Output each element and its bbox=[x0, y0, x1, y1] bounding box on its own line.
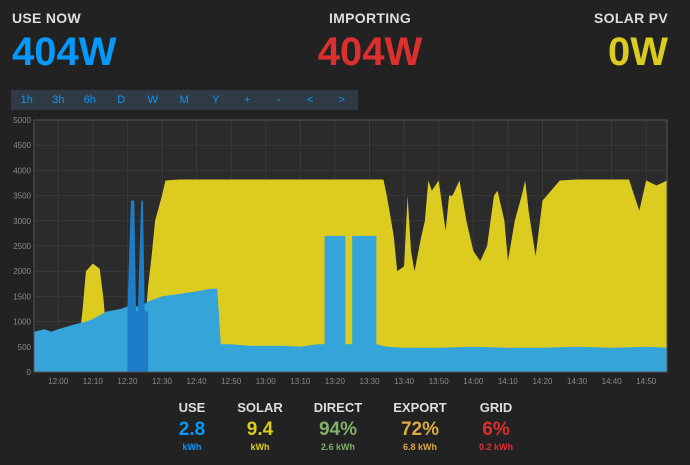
time-range-toolbar: 1h 3h 6h D W M Y + - < > bbox=[11, 90, 358, 110]
x-tick-label: 14:00 bbox=[463, 377, 484, 386]
x-tick-label: 12:20 bbox=[117, 377, 138, 386]
summary-direct-value: 94% bbox=[318, 419, 358, 440]
range-6h-button[interactable]: 6h bbox=[83, 94, 96, 106]
x-tick-label: 14:50 bbox=[636, 377, 657, 386]
summary-use-title: USE bbox=[178, 400, 206, 415]
summary-export-unit: 6.8 kWh bbox=[402, 442, 437, 452]
y-tick-label: 500 bbox=[18, 343, 32, 352]
summary-use-value: 2.8 bbox=[178, 419, 206, 440]
use-now-value: 404W bbox=[12, 30, 117, 74]
y-tick-label: 5000 bbox=[13, 116, 31, 125]
range-3h-button[interactable]: 3h bbox=[52, 94, 65, 106]
summary-solar-title: SOLAR bbox=[237, 400, 283, 415]
series-area-use_dark bbox=[127, 200, 149, 372]
y-tick-label: 2000 bbox=[13, 267, 31, 276]
y-tick-label: 1000 bbox=[13, 318, 31, 327]
x-tick-label: 12:10 bbox=[83, 377, 104, 386]
range-week-button[interactable]: W bbox=[147, 94, 158, 106]
importing-stat: IMPORTING 404W bbox=[0, 10, 690, 74]
x-tick-label: 13:10 bbox=[290, 377, 311, 386]
x-tick-label: 12:50 bbox=[221, 377, 242, 386]
summary-solar-value: 9.4 bbox=[246, 419, 274, 440]
summary-use-unit: kWh bbox=[182, 442, 202, 452]
y-tick-label: 3500 bbox=[13, 192, 31, 201]
summary-export: EXPORT 72% 6.8 kWh bbox=[387, 400, 453, 452]
pan-left-button[interactable]: < bbox=[307, 94, 314, 106]
summary-solar: SOLAR 9.4 kWh bbox=[230, 400, 290, 452]
summary-grid: GRID 6% 0.2 kWh bbox=[468, 400, 524, 452]
y-tick-label: 4000 bbox=[13, 166, 31, 175]
importing-label: IMPORTING bbox=[328, 10, 412, 26]
x-tick-label: 13:20 bbox=[325, 377, 346, 386]
series-area-use bbox=[34, 235, 667, 372]
use-now-label: USE NOW bbox=[12, 10, 81, 26]
summary-solar-unit: kWh bbox=[250, 442, 270, 452]
summary-grid-value: 6% bbox=[482, 419, 510, 440]
x-tick-label: 14:10 bbox=[498, 377, 519, 386]
power-chart[interactable]: 0 500 1000 1500 2000 2500 3000 3500 4000 4500 5000… bbox=[0, 112, 690, 392]
x-tick-label: 14:40 bbox=[602, 377, 623, 386]
x-tick-label: 13:00 bbox=[256, 377, 277, 386]
x-tick-label: 12:30 bbox=[152, 377, 173, 386]
y-tick-label: 3000 bbox=[13, 217, 31, 226]
zoom-in-button[interactable]: + bbox=[244, 94, 251, 106]
x-tick-label: 14:20 bbox=[532, 377, 553, 386]
x-tick-label: 12:00 bbox=[48, 377, 69, 386]
x-tick-label: 12:40 bbox=[187, 377, 208, 386]
summary-grid-unit: 0.2 kWh bbox=[478, 442, 513, 452]
range-year-button[interactable]: Y bbox=[212, 94, 220, 106]
summary-use: USE 2.8 kWh bbox=[164, 400, 220, 452]
solar-pv-stat: SOLAR PV 0W bbox=[594, 10, 668, 74]
summary-direct-title: DIRECT bbox=[313, 400, 363, 415]
summary-direct-unit: 2.6 kWh bbox=[320, 442, 355, 452]
solar-pv-value: 0W bbox=[608, 30, 668, 74]
range-month-button[interactable]: M bbox=[179, 94, 189, 106]
x-tick-label: 13:40 bbox=[394, 377, 415, 386]
y-tick-label: 4500 bbox=[13, 141, 31, 150]
x-tick-label: 14:30 bbox=[567, 377, 588, 386]
importing-value: 404W bbox=[317, 30, 423, 74]
pan-right-button[interactable]: > bbox=[338, 94, 345, 106]
x-tick-label: 13:30 bbox=[360, 377, 381, 386]
summary-export-title: EXPORT bbox=[393, 400, 447, 415]
range-day-button[interactable]: D bbox=[117, 94, 126, 106]
summary-direct: DIRECT 94% 2.6 kWh bbox=[305, 400, 371, 452]
plot-frame bbox=[33, 119, 668, 373]
solar-pv-label: SOLAR PV bbox=[594, 10, 668, 26]
y-tick-label: 0 bbox=[27, 368, 32, 377]
zoom-out-button[interactable]: - bbox=[276, 94, 281, 106]
x-tick-label: 13:50 bbox=[429, 377, 450, 386]
y-tick-label: 1500 bbox=[13, 292, 31, 301]
y-tick-label: 2500 bbox=[13, 242, 31, 251]
range-1h-button[interactable]: 1h bbox=[20, 94, 33, 106]
summary-grid-title: GRID bbox=[479, 400, 513, 415]
use-now-stat: USE NOW 404W bbox=[12, 10, 117, 74]
summary-export-value: 72% bbox=[400, 419, 440, 440]
